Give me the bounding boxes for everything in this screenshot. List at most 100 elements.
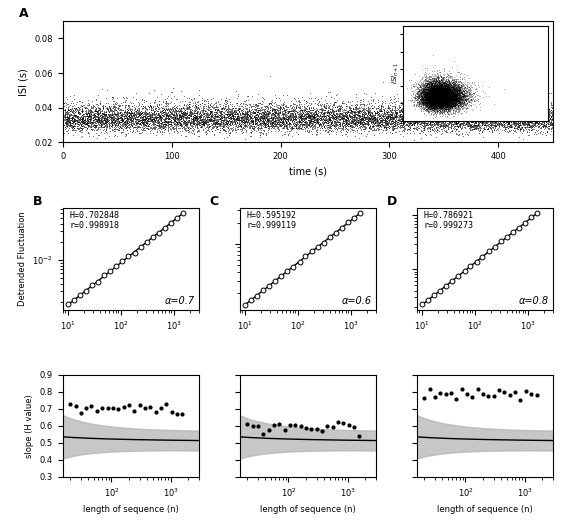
Point	[340, 129, 349, 138]
Point	[497, 108, 506, 116]
Point	[387, 122, 396, 130]
Point	[229, 115, 238, 124]
Point	[141, 123, 150, 132]
Point	[291, 115, 300, 123]
Point	[417, 121, 426, 129]
Point	[169, 122, 178, 130]
Point	[290, 120, 299, 128]
Point	[108, 107, 117, 116]
Point	[316, 105, 325, 114]
Point	[260, 123, 269, 132]
Point	[343, 116, 352, 124]
Point	[339, 105, 348, 114]
Point	[360, 124, 369, 133]
Point	[394, 118, 403, 126]
Point	[365, 120, 374, 128]
Point	[510, 117, 519, 126]
Point	[484, 114, 493, 123]
Point	[82, 119, 91, 128]
Point	[109, 113, 119, 121]
Point	[323, 109, 332, 117]
Point	[476, 116, 485, 124]
Point	[166, 116, 175, 125]
Point	[238, 113, 247, 122]
Point	[317, 116, 326, 124]
Point	[510, 100, 519, 108]
Point	[406, 122, 415, 130]
Point	[483, 107, 492, 115]
Point	[339, 97, 348, 105]
Point	[366, 114, 375, 123]
Point	[451, 116, 461, 125]
Point	[280, 115, 289, 123]
Point	[492, 121, 501, 129]
Point	[152, 123, 161, 132]
Point	[417, 111, 426, 119]
Point	[184, 117, 193, 125]
Point	[282, 115, 291, 124]
Point	[180, 118, 189, 127]
Point	[515, 111, 524, 119]
Point	[544, 105, 553, 114]
Point	[397, 114, 406, 123]
Point	[532, 119, 541, 127]
Point	[154, 124, 163, 132]
Point	[382, 119, 391, 127]
Point	[420, 104, 429, 112]
Point	[514, 122, 523, 130]
Point	[502, 122, 511, 130]
Point	[306, 115, 315, 123]
Point	[206, 106, 215, 115]
Point	[400, 108, 409, 117]
Point	[262, 112, 271, 120]
Point	[179, 113, 188, 121]
Point	[71, 112, 80, 120]
Point	[120, 117, 129, 126]
Point	[207, 108, 217, 117]
Point	[343, 107, 352, 116]
Point	[111, 103, 120, 111]
Point	[402, 121, 412, 129]
Point	[384, 106, 393, 115]
Point	[182, 114, 191, 122]
Point	[363, 116, 372, 125]
Point	[125, 111, 134, 119]
Point	[471, 110, 480, 118]
Point	[467, 107, 476, 116]
Point	[386, 113, 396, 121]
Point	[370, 117, 380, 125]
Point	[254, 116, 263, 124]
Point	[364, 124, 373, 132]
Point	[180, 100, 189, 108]
Point	[286, 104, 295, 112]
Point	[420, 116, 429, 124]
Point	[327, 107, 336, 115]
Point	[528, 107, 537, 116]
Point	[120, 118, 129, 126]
Point	[403, 112, 412, 120]
Point	[297, 117, 306, 126]
Point	[370, 114, 379, 122]
Point	[535, 110, 544, 118]
Point	[210, 100, 219, 108]
Point	[389, 126, 398, 135]
Point	[412, 113, 421, 121]
Point	[459, 114, 468, 123]
Point	[534, 119, 543, 127]
Point	[422, 119, 431, 127]
Point	[390, 102, 400, 111]
Point	[326, 113, 335, 121]
Point	[269, 122, 278, 130]
Point	[525, 109, 534, 117]
Point	[519, 114, 528, 122]
Point	[428, 108, 437, 116]
Point	[422, 105, 431, 113]
Point	[480, 125, 489, 134]
Point	[535, 118, 544, 126]
Point	[294, 110, 303, 118]
Point	[377, 116, 386, 124]
Point	[379, 97, 388, 106]
Point	[81, 103, 90, 111]
Point	[398, 115, 407, 124]
Point	[497, 106, 506, 115]
